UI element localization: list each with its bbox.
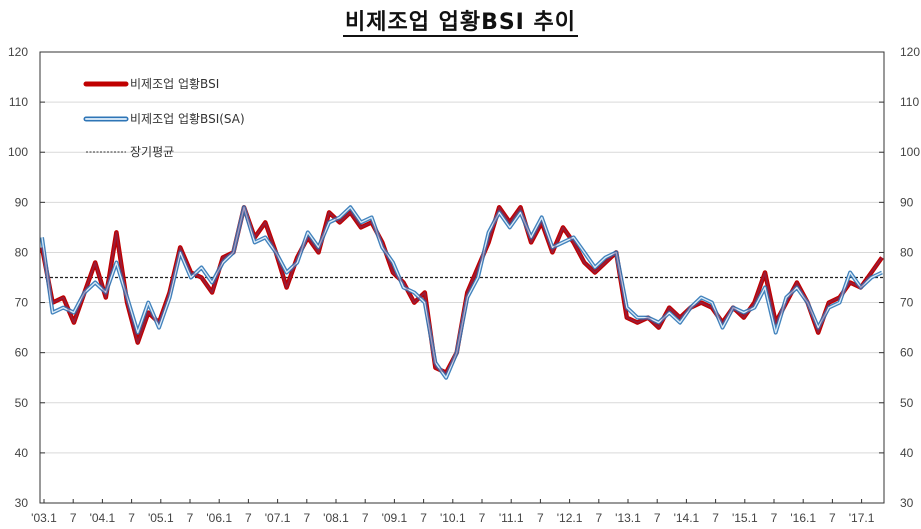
x-tick-label: 7 — [362, 511, 369, 525]
x-tick-label: '03.1 — [31, 511, 57, 525]
x-tick-label: 7 — [128, 511, 135, 525]
y-tick-label-right: 110 — [900, 95, 919, 109]
legend-label-average: 장기평균 — [130, 145, 174, 159]
y-tick-label-left: 120 — [8, 45, 28, 59]
series-lines — [39, 205, 884, 380]
y-tick-label-left: 80 — [15, 245, 29, 259]
legend-label-bsi: 비제조업 업황BSI — [130, 77, 219, 91]
x-tick-label: '13.1 — [615, 511, 641, 525]
series-line-bsi — [39, 205, 884, 375]
x-tick-label: 7 — [187, 511, 194, 525]
gridlines — [40, 101, 884, 454]
series-line-bsi-sa-inner — [41, 206, 883, 379]
x-tick-label: '07.1 — [265, 511, 291, 525]
x-tick-label: '08.1 — [323, 511, 349, 525]
legend-item-bsi-sa: 비제조업 업황BSI(SA) — [83, 112, 245, 126]
y-tick-label-left: 110 — [9, 95, 28, 109]
y-tick-label-right: 50 — [900, 396, 914, 410]
x-tick-label: '17.1 — [849, 511, 875, 525]
legend-label-bsi-sa: 비제조업 업황BSI(SA) — [130, 112, 245, 126]
y-tick-label-left: 50 — [15, 396, 29, 410]
y-tick-label-right: 100 — [900, 145, 920, 159]
y-axis-left: 30 40 50 60 70 80 90 100 110 120 — [8, 45, 45, 510]
y-tick-label-right: 40 — [900, 446, 914, 460]
y-tick-label-left: 90 — [15, 195, 29, 209]
x-tick-label: '10.1 — [440, 511, 466, 525]
x-tick-label: '04.1 — [90, 511, 116, 525]
y-tick-label-right: 30 — [900, 496, 914, 510]
plot-frame — [39, 51, 885, 504]
y-tick-label-left: 100 — [8, 145, 28, 159]
x-tick-label: 7 — [479, 511, 486, 525]
y-tick-label-left: 40 — [15, 446, 29, 460]
x-tick-label: '11.1 — [499, 511, 524, 525]
y-tick-label-right: 80 — [900, 245, 914, 259]
legend-item-average: 장기평균 — [86, 145, 174, 159]
x-tick-label: 7 — [420, 511, 427, 525]
x-tick-label: '12.1 — [557, 511, 583, 525]
x-tick-label: 7 — [595, 511, 602, 525]
legend: 비제조업 업황BSI 비제조업 업황BSI(SA) 장기평균 — [83, 77, 245, 159]
x-axis: '03.1 7 '04.1 7 '05.1 7 '06.1 7 '07.1 7 '08.1 7 '09.… — [31, 499, 875, 525]
chart-title: 비제조업 업황BSI 추이 — [0, 4, 921, 37]
y-tick-label-right: 60 — [900, 346, 914, 360]
x-tick-label: 7 — [245, 511, 252, 525]
x-tick-label: 7 — [654, 511, 661, 525]
x-tick-label: '06.1 — [206, 511, 232, 525]
y-tick-label-left: 60 — [15, 346, 29, 360]
x-tick-label: 7 — [303, 511, 310, 525]
x-tick-label: 7 — [70, 511, 77, 525]
x-tick-label: 7 — [537, 511, 544, 525]
x-tick-label: 7 — [829, 511, 836, 525]
x-tick-label: '15.1 — [732, 511, 758, 525]
y-tick-label-left: 70 — [15, 296, 29, 310]
y-tick-label-right: 120 — [900, 45, 920, 59]
chart-title-text: 비제조업 업황BSI 추이 — [342, 10, 579, 37]
series-overlap — [41, 206, 883, 374]
x-tick-label: '16.1 — [790, 511, 816, 525]
x-tick-label: '14.1 — [674, 511, 700, 525]
y-tick-label-right: 90 — [900, 195, 914, 209]
x-tick-label: '05.1 — [148, 511, 174, 525]
y-axis-right: 30 40 50 60 70 80 90 100 110 120 — [879, 45, 920, 510]
y-tick-label-right: 70 — [900, 296, 914, 310]
legend-item-bsi: 비제조업 업황BSI — [83, 77, 219, 91]
y-tick-label-left: 30 — [15, 496, 29, 510]
x-tick-label: 7 — [712, 511, 719, 525]
x-tick-label: 7 — [771, 511, 778, 525]
x-tick-label: '09.1 — [382, 511, 408, 525]
